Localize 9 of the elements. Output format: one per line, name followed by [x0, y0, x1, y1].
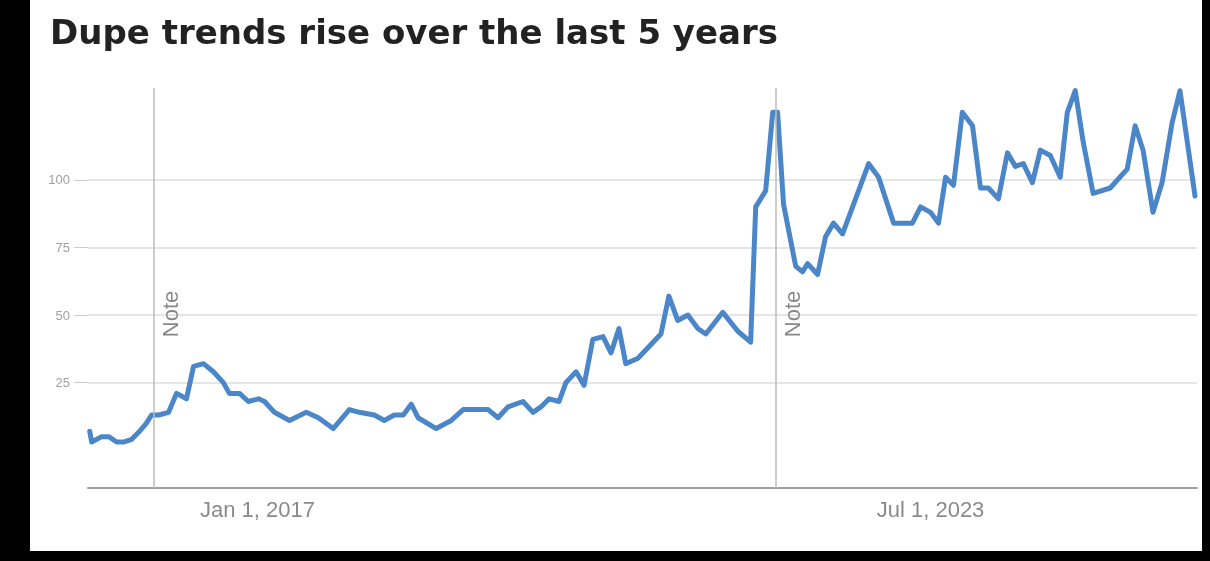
y-tick-label: 50 — [55, 307, 70, 323]
chart-title: Dupe trends rise over the last 5 years — [50, 12, 779, 52]
y-tick-label: 100 — [48, 172, 70, 188]
y-tick-label: 25 — [55, 375, 70, 391]
ref-line-label: Note — [780, 290, 806, 338]
x-tick-label: Jan 1, 2017 — [199, 496, 315, 522]
x-tick-label: Jul 1, 2023 — [876, 496, 985, 522]
y-tick-label: 75 — [55, 239, 70, 255]
ref-line-label: Note — [158, 290, 184, 338]
